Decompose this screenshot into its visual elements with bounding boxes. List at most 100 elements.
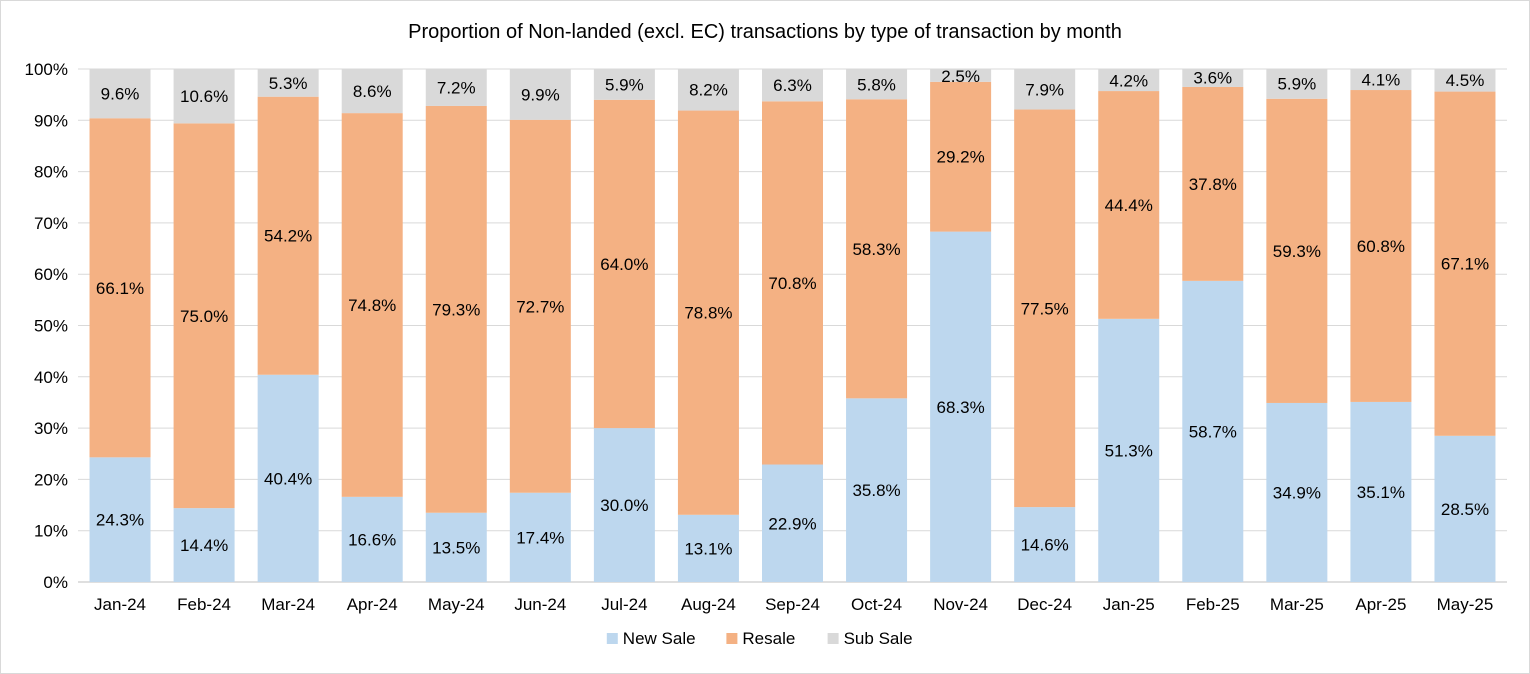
bar-resale [846,99,908,399]
data-label: 40.4% [264,469,312,488]
bar-resale [341,113,403,497]
x-tick-label: Apr-25 [1355,595,1406,614]
bar-sub-sale [1350,69,1412,91]
bar-new-sale [930,231,992,582]
data-label: 79.3% [432,300,480,319]
data-label: 17.4% [516,528,564,547]
x-tick-label: Feb-24 [177,595,231,614]
legend-swatch [606,633,618,644]
bars [89,68,1496,582]
y-tick-label: 80% [34,163,68,182]
x-tick-label: Mar-24 [261,595,315,614]
bar-new-sale [425,512,487,582]
bar-new-sale [89,457,151,582]
x-tick-label: Dec-24 [1017,595,1072,614]
x-tick-label: Sep-24 [765,595,820,614]
data-label: 5.9% [1277,75,1316,94]
bar-new-sale [846,398,908,582]
bar-sub-sale [1182,68,1244,87]
bar-sub-sale [425,69,487,106]
bar-resale [425,105,487,513]
bar-sub-sale [677,68,739,111]
data-label: 14.4% [180,536,228,555]
data-label: 5.8% [857,75,896,94]
bar-resale [89,118,151,458]
data-label: 68.3% [937,398,985,417]
bar-resale [1350,90,1412,402]
data-label: 51.3% [1105,441,1153,460]
data-label: 72.7% [516,297,564,316]
bar-new-sale [1014,507,1076,582]
bar-resale [593,99,655,429]
bar-new-sale [1434,435,1496,582]
bar-new-sale [1350,401,1412,582]
y-tick-label: 60% [34,265,68,284]
data-label: 3.6% [1193,69,1232,88]
bar-sub-sale [257,69,319,97]
legend-label: New Sale [623,629,696,648]
bar-new-sale [593,428,655,582]
data-label: 9.9% [521,85,560,104]
x-tick-label: Nov-24 [933,595,988,614]
bar-resale [173,123,235,509]
x-tick-label: May-24 [428,595,485,614]
bar-sub-sale [1266,68,1328,99]
x-tick-label: Oct-24 [851,595,902,614]
data-label: 60.8% [1357,237,1405,256]
x-tick-label: Jun-24 [514,595,566,614]
data-label: 6.3% [773,76,812,95]
data-label: 4.5% [1446,71,1485,90]
data-label: 78.8% [684,304,732,323]
bar-new-sale [1266,402,1328,582]
bar-resale [1434,91,1496,436]
data-label: 75.0% [180,307,228,326]
data-labels: 24.3% 66.1% 9.6% 14.4% 75.0% 10.6% 40.4% 54.2% 5… [96,67,1489,558]
bar-resale [1266,98,1328,403]
y-tick-label: 20% [34,470,68,489]
legend-item: New Sale [606,629,696,648]
legend-label: Resale [742,629,795,648]
data-label: 77.5% [1021,299,1069,318]
data-label: 22.9% [768,514,816,533]
y-axis-ticks: 0% 10% 20% 30% 40% 50% 60% 70% 80% 90% 100% [25,60,68,592]
bar-sub-sale [593,69,655,100]
data-label: 35.8% [852,481,900,500]
data-label: 70.8% [768,274,816,293]
x-tick-label: Jan-24 [94,595,146,614]
y-tick-label: 100% [25,60,68,79]
legend-swatch [726,633,738,644]
bar-sub-sale [1014,69,1076,110]
chart-title: Proportion of Non-landed (excl. EC) tran… [408,21,1122,43]
bar-new-sale [173,508,235,582]
bar-new-sale [1098,318,1160,582]
data-label: 67.1% [1441,255,1489,274]
x-axis-ticks: Jan-24 Feb-24 Mar-24 Apr-24 May-24 Jun-24 Jul-… [94,595,1493,614]
legend-swatch [827,633,839,644]
x-tick-label: Jan-25 [1103,595,1155,614]
bar-resale [1098,91,1160,319]
bar-sub-sale [846,69,908,100]
data-label: 28.5% [1441,500,1489,519]
legend-item: Sub Sale [827,629,913,648]
bar-resale [509,119,571,493]
data-label: 9.6% [101,85,140,104]
data-label: 29.2% [937,148,985,167]
data-label: 58.7% [1189,422,1237,441]
x-tick-label: Apr-24 [347,595,398,614]
data-label: 8.2% [689,81,728,100]
data-label: 13.1% [684,539,732,558]
bar-resale [1014,109,1076,508]
x-tick-label: Mar-25 [1270,595,1324,614]
bar-sub-sale [341,69,403,114]
bar-sub-sale [89,69,151,119]
data-label: 35.1% [1357,483,1405,502]
bar-sub-sale [1434,68,1496,92]
data-label: 58.3% [852,240,900,259]
data-label: 4.2% [1109,71,1148,90]
data-label: 7.9% [1025,80,1064,99]
x-tick-label: Jul-24 [601,595,647,614]
bar-new-sale [341,496,403,582]
data-label: 13.5% [432,538,480,557]
bar-sub-sale [509,69,571,120]
